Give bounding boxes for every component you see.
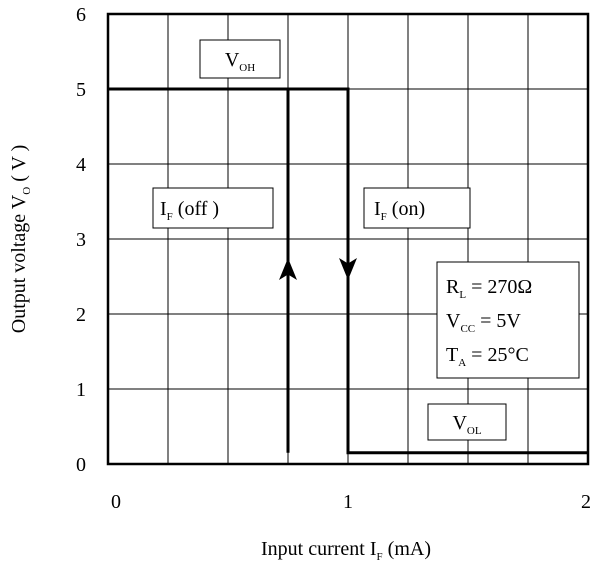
arrow-down-icon bbox=[339, 258, 357, 280]
x-tick-label: 0 bbox=[111, 491, 121, 513]
y-tick-label: 6 bbox=[76, 4, 86, 26]
svg-text:IF (off ): IF (off ) bbox=[160, 198, 219, 223]
y-tick-label: 3 bbox=[76, 229, 86, 251]
annotation-if-off: IF (off ) bbox=[152, 187, 274, 229]
annotation-if-on: IF (on) bbox=[363, 187, 471, 229]
svg-text:VCC = 5V: VCC = 5V bbox=[446, 310, 521, 335]
svg-text:TA = 25°C: TA = 25°C bbox=[446, 344, 529, 369]
annotation-vol: VOL bbox=[427, 403, 507, 441]
svg-text:RL = 270Ω: RL = 270Ω bbox=[446, 276, 532, 301]
y-tick-label: 2 bbox=[76, 304, 86, 326]
annotation-voh: VOH bbox=[199, 39, 281, 79]
y-tick-label: 4 bbox=[76, 154, 86, 176]
svg-text:VOH: VOH bbox=[225, 49, 255, 74]
x-tick-label: 1 bbox=[343, 491, 353, 513]
svg-text:VOL: VOL bbox=[452, 412, 481, 437]
x-tick-label: 2 bbox=[581, 491, 591, 513]
arrow-up-icon bbox=[279, 258, 297, 280]
plot-frame bbox=[106, 12, 590, 466]
conditions-box: RL = 270Ω VCC = 5V TA = 25°C bbox=[436, 261, 580, 379]
y-tick-label: 5 bbox=[76, 79, 86, 101]
transfer-curve bbox=[108, 87, 588, 455]
tick-labels: 0 1 2 3 4 5 6 0 1 2 bbox=[76, 4, 591, 513]
y-tick-label: 1 bbox=[76, 379, 86, 401]
y-axis-label: Output voltage VO ( V ) bbox=[8, 145, 33, 334]
x-axis-label: Input current IF (mA) bbox=[261, 538, 431, 563]
svg-text:IF (on): IF (on) bbox=[374, 198, 425, 223]
y-tick-label: 0 bbox=[76, 454, 86, 476]
